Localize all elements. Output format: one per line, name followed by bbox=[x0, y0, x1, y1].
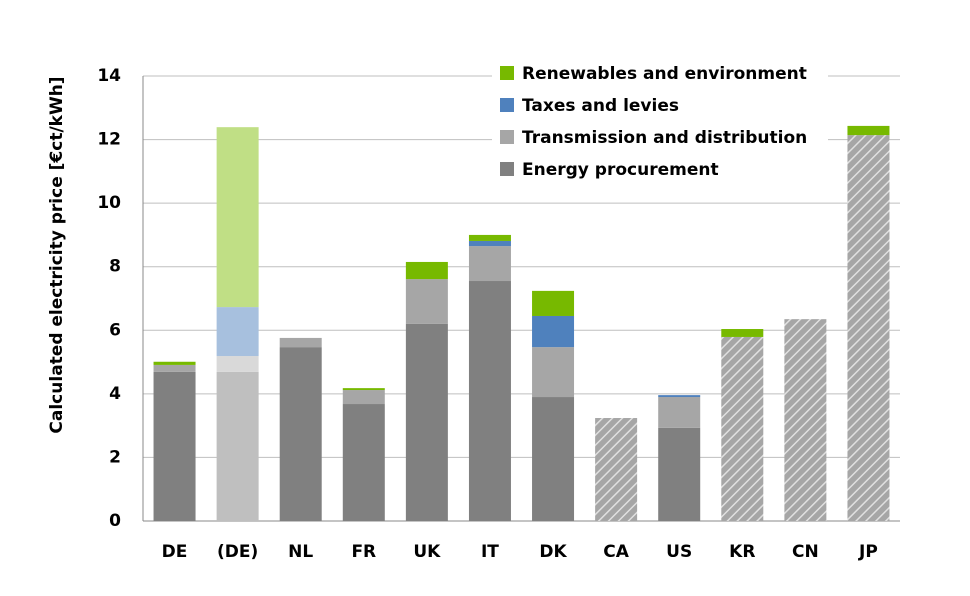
x-tick-label: NL bbox=[288, 542, 313, 562]
bar-segment bbox=[279, 337, 322, 348]
bar-segment bbox=[532, 397, 575, 521]
bar-segment bbox=[216, 356, 259, 372]
bar-segment bbox=[405, 323, 448, 521]
x-tick-label: FR bbox=[351, 542, 376, 562]
bar-segment bbox=[468, 234, 511, 241]
y-tick-label: 6 bbox=[109, 320, 121, 340]
bar-segment bbox=[658, 427, 701, 521]
legend-swatch bbox=[500, 162, 514, 176]
bar-segment bbox=[405, 261, 448, 280]
x-tick-label: DE bbox=[162, 542, 188, 562]
y-tick-label: 14 bbox=[97, 66, 121, 86]
bar-segment bbox=[532, 347, 575, 398]
bar-segment bbox=[279, 347, 322, 521]
x-tick-label: CN bbox=[792, 542, 819, 562]
bar-segment bbox=[216, 307, 259, 357]
legend-label: Taxes and levies bbox=[522, 96, 679, 116]
bar-segment bbox=[847, 125, 890, 136]
legend-box bbox=[492, 59, 828, 187]
legend-swatch bbox=[500, 130, 514, 144]
bar-segment bbox=[468, 246, 511, 282]
y-tick-label: 0 bbox=[109, 511, 121, 531]
legend-label: Energy procurement bbox=[522, 160, 719, 180]
bar-segment bbox=[153, 361, 196, 365]
y-tick-label: 12 bbox=[97, 130, 121, 150]
bar-segment bbox=[532, 315, 575, 348]
y-tick-label: 4 bbox=[109, 384, 121, 404]
bar-segment bbox=[847, 135, 890, 521]
bar-segment bbox=[721, 336, 764, 521]
y-tick-label: 2 bbox=[109, 447, 121, 467]
bar-segment bbox=[342, 404, 385, 521]
y-axis-label: Calculated electricity price [€ct/kWh] bbox=[47, 76, 67, 433]
bar-segment bbox=[532, 290, 575, 316]
x-tick-label: IT bbox=[481, 542, 499, 562]
bar-segment bbox=[721, 329, 764, 337]
legend-swatch bbox=[500, 98, 514, 112]
bar-segment bbox=[216, 127, 259, 308]
legend-label: Transmission and distribution bbox=[522, 128, 807, 148]
bar-segment bbox=[658, 397, 701, 428]
x-tick-label: US bbox=[666, 542, 692, 562]
y-tick-label: 10 bbox=[97, 193, 121, 213]
bar-segment bbox=[784, 319, 827, 521]
x-tick-label: UK bbox=[413, 542, 441, 562]
bar-segment bbox=[595, 418, 638, 521]
legend-swatch bbox=[500, 66, 514, 80]
bar-segment bbox=[216, 371, 259, 521]
x-tick-label: (DE) bbox=[217, 542, 258, 562]
bar-segment bbox=[468, 240, 511, 247]
x-tick-label: DK bbox=[539, 542, 567, 562]
x-tick-label: JP bbox=[858, 542, 878, 562]
bar-segment bbox=[405, 279, 448, 324]
bar-segment bbox=[342, 388, 385, 391]
bar-segment bbox=[153, 364, 196, 372]
bar-segment bbox=[658, 395, 701, 398]
bar-segment bbox=[342, 390, 385, 405]
x-tick-label: CA bbox=[603, 542, 629, 562]
bar-segment bbox=[153, 371, 196, 521]
legend-label: Renewables and environment bbox=[522, 64, 807, 84]
y-tick-label: 8 bbox=[109, 257, 121, 277]
x-tick-label: KR bbox=[729, 542, 755, 562]
bar-segment bbox=[468, 281, 511, 521]
